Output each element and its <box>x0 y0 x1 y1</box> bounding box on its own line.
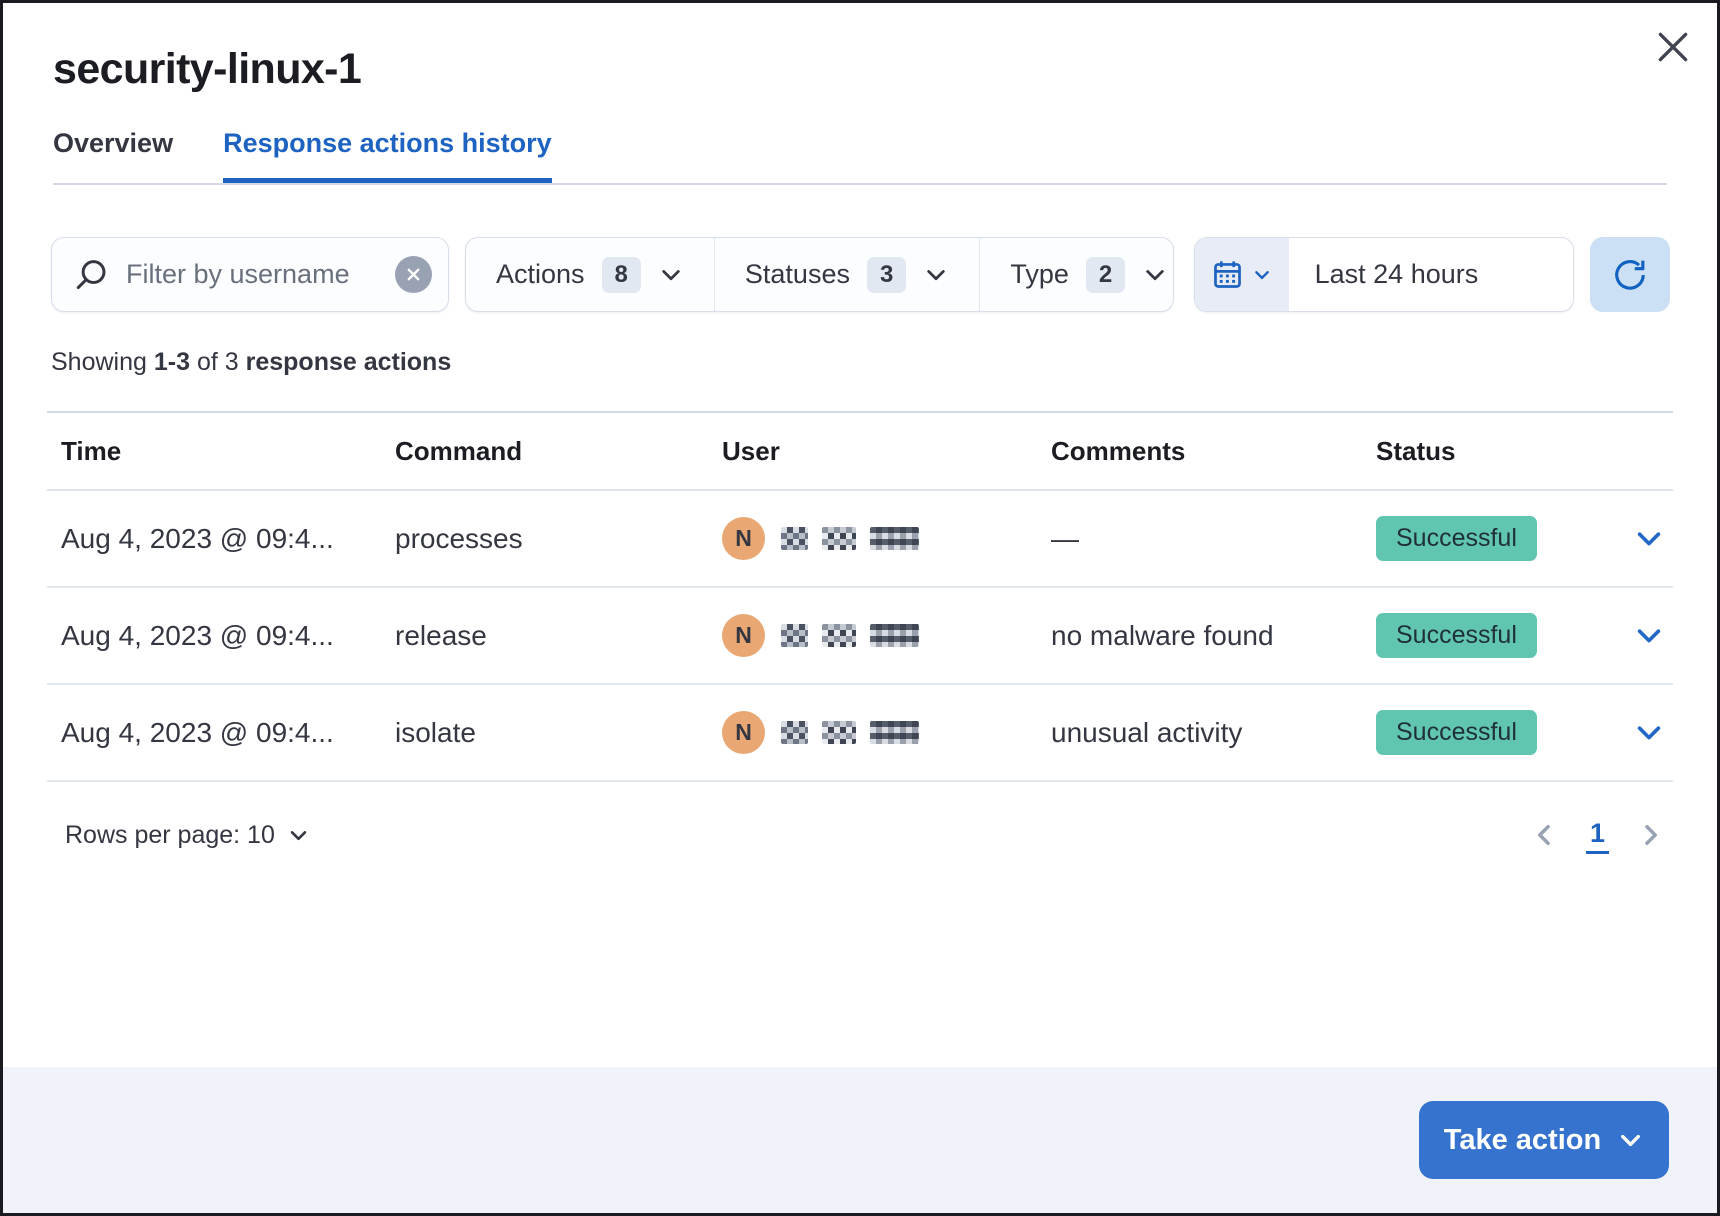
column-header-time: Time <box>61 435 122 466</box>
redacted-username <box>781 721 919 744</box>
filter-bar: Actions 8 Statuses 3 Type 2 <box>51 237 1670 312</box>
expand-row-button[interactable] <box>1633 717 1665 749</box>
tab-overview[interactable]: Overview <box>53 128 174 158</box>
user-avatar: N <box>722 517 765 560</box>
type-filter-label: Type <box>1010 259 1069 289</box>
chevron-down-icon <box>1633 620 1665 652</box>
pagination-bar: Rows per page: 10 1 <box>65 816 1669 854</box>
time-cell: Aug 4, 2023 @ 09:4... <box>61 716 334 748</box>
table-row: Aug 4, 2023 @ 09:4... release N no malwa… <box>47 588 1673 685</box>
search-icon <box>74 258 108 292</box>
summary-subject: response actions <box>245 348 452 376</box>
actions-count-badge: 8 <box>601 256 641 293</box>
chevron-left-icon <box>1530 821 1558 849</box>
statuses-count-badge: 3 <box>866 256 907 293</box>
type-filter-dropdown[interactable]: Type 2 <box>980 238 1172 311</box>
command-cell: release <box>395 619 487 651</box>
date-range-button[interactable]: Last 24 hours <box>1289 238 1573 311</box>
user-avatar: N <box>722 614 765 657</box>
expand-row-button[interactable] <box>1633 620 1665 652</box>
chevron-right-icon <box>1637 821 1665 849</box>
rows-per-page-button[interactable]: Rows per page: 10 <box>65 821 310 850</box>
refresh-icon <box>1612 257 1648 293</box>
summary-range: 1-3 <box>153 348 190 376</box>
chevron-down-icon <box>923 262 949 288</box>
status-badge: Successful <box>1376 516 1537 561</box>
next-page-button[interactable] <box>1633 817 1669 853</box>
table-row: Aug 4, 2023 @ 09:4... isolate N unusual … <box>47 685 1673 782</box>
column-header-comments: Comments <box>1051 435 1186 466</box>
chevron-down-icon <box>1617 1127 1644 1154</box>
clear-x-icon <box>406 267 421 282</box>
user-cell: N <box>722 517 1051 560</box>
summary-showing: Showing <box>51 348 147 376</box>
tab-bar: Overview Response actions history <box>53 128 1667 185</box>
take-action-label: Take action <box>1443 1123 1602 1156</box>
status-badge: Successful <box>1376 710 1537 755</box>
time-cell: Aug 4, 2023 @ 09:4... <box>61 619 334 651</box>
chevron-down-icon <box>1633 717 1665 749</box>
clear-search-button[interactable] <box>395 256 432 293</box>
column-header-command: Command <box>395 435 523 466</box>
redacted-username <box>781 624 919 647</box>
date-picker-calendar-button[interactable] <box>1194 238 1289 311</box>
close-icon <box>1655 29 1691 65</box>
summary-of: of 3 <box>196 348 239 376</box>
search-input[interactable] <box>126 259 395 290</box>
response-actions-table: Time Command User Comments Status Aug 4,… <box>47 411 1673 782</box>
chevron-down-icon <box>287 824 310 847</box>
comments-cell: no malware found <box>1051 619 1274 651</box>
user-cell: N <box>722 614 1051 657</box>
search-box <box>51 237 449 312</box>
actions-filter-label: Actions <box>496 259 585 289</box>
redacted-username <box>781 527 919 550</box>
actions-filter-dropdown[interactable]: Actions 8 <box>466 238 715 311</box>
close-button[interactable] <box>1651 25 1695 69</box>
command-cell: processes <box>395 522 523 554</box>
time-cell: Aug 4, 2023 @ 09:4... <box>61 522 334 554</box>
comments-cell: unusual activity <box>1051 716 1243 748</box>
chevron-down-icon <box>1633 523 1665 555</box>
calendar-icon <box>1212 259 1243 290</box>
flyout-footer: Take action <box>3 1067 1717 1213</box>
table-header-row: Time Command User Comments Status <box>47 411 1673 491</box>
chevron-down-icon <box>1252 265 1272 285</box>
column-header-status: Status <box>1376 435 1456 466</box>
column-header-user: User <box>722 435 780 466</box>
pager: 1 <box>1526 816 1669 854</box>
command-cell: isolate <box>395 716 476 748</box>
expand-row-button[interactable] <box>1633 523 1665 555</box>
statuses-filter-dropdown[interactable]: Statuses 3 <box>715 238 981 311</box>
rows-per-page-label: Rows per page: 10 <box>65 820 275 849</box>
table-row: Aug 4, 2023 @ 09:4... processes N — Succ… <box>47 491 1673 588</box>
results-summary: Showing 1-3 of 3 response actions <box>51 348 1669 377</box>
comments-cell: — <box>1051 522 1079 554</box>
user-avatar: N <box>722 711 765 754</box>
page-1-button[interactable]: 1 <box>1585 816 1609 854</box>
page-title: security-linux-1 <box>53 45 362 93</box>
chevron-down-icon <box>1142 262 1168 288</box>
take-action-button[interactable]: Take action <box>1419 1101 1669 1179</box>
type-count-badge: 2 <box>1085 256 1126 293</box>
filter-group: Actions 8 Statuses 3 Type 2 <box>465 237 1174 312</box>
user-cell: N <box>722 711 1051 754</box>
status-badge: Successful <box>1376 613 1537 658</box>
date-range-label: Last 24 hours <box>1314 259 1479 289</box>
previous-page-button[interactable] <box>1526 817 1562 853</box>
statuses-filter-label: Statuses <box>744 259 850 289</box>
refresh-button[interactable] <box>1589 237 1670 312</box>
date-picker: Last 24 hours <box>1193 237 1574 312</box>
tab-response-actions-history[interactable]: Response actions history <box>223 128 552 183</box>
chevron-down-icon <box>658 262 684 288</box>
